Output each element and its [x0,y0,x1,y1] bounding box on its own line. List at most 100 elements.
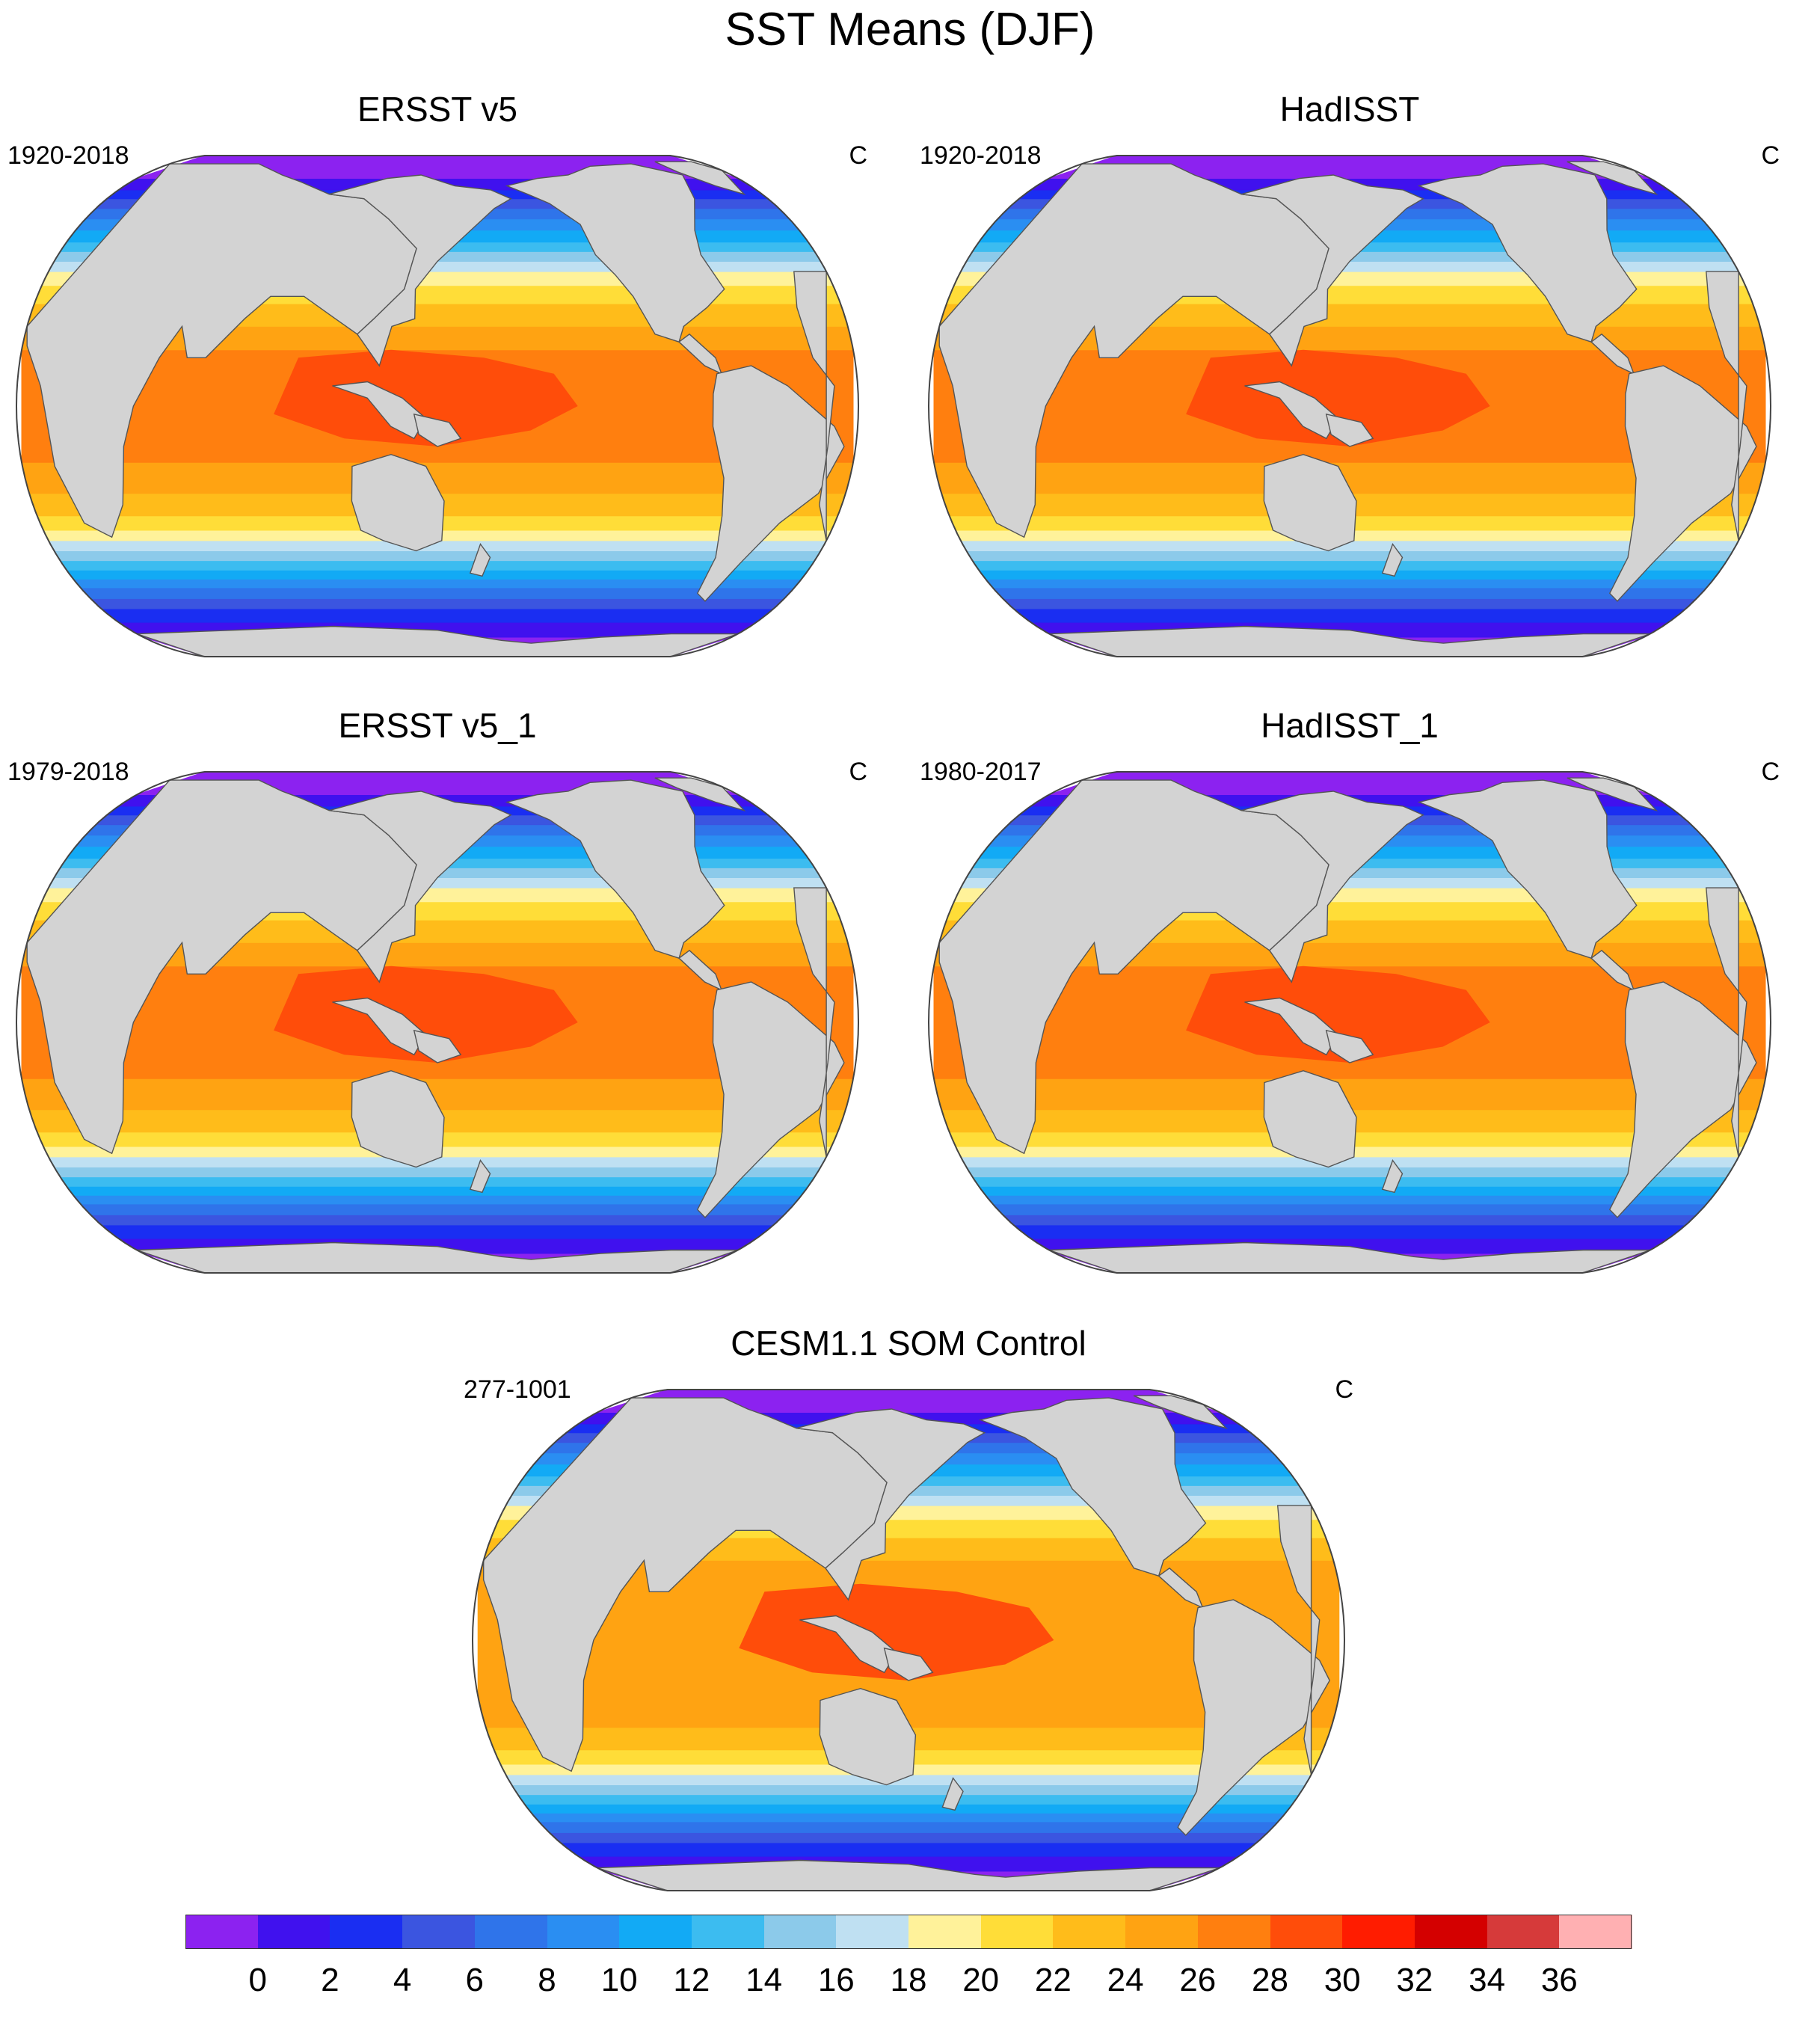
sst-band [79,587,796,599]
panel-hadisst: HadISST 1920-2018 C [920,88,1780,664]
sst-band [1012,608,1687,623]
map-outline [927,771,1772,1274]
colorbar-swatch [1414,1915,1488,1949]
panel-period: 1920-2018 [7,141,129,170]
warm-pool [274,966,578,1063]
panel-units: C [849,758,867,786]
land-mass [1325,1029,1374,1063]
sst-map [471,1389,1346,1891]
colorbar-tick-label: 32 [1396,1962,1433,1998]
colorbar-swatch [330,1915,403,1949]
sst-band [517,1794,1300,1805]
sst-band [1012,1224,1687,1239]
sst-band [965,1167,1734,1178]
sst-band [89,1214,786,1226]
colorbar-frame [185,1915,1632,1949]
sst-band [992,587,1708,599]
land-mass [1241,791,1424,983]
sst-band [59,1176,816,1187]
panel-units: C [1335,1375,1353,1404]
sst-band [59,560,816,571]
land-mass [505,163,725,343]
colorbar-tick-label: 14 [745,1962,783,1998]
colorbar-swatch [257,1915,331,1949]
land-mass [1608,365,1757,602]
land-mass [1241,174,1424,367]
panel-cesm-som-control: CESM1.1 SOM Control 277-1001 C [464,1322,1353,1898]
sst-band [984,1194,1715,1205]
sst-band [100,1224,775,1239]
colorbar-tick-label: 24 [1107,1962,1144,1998]
panel-period: 1980-2017 [920,758,1042,786]
land-mass [329,791,512,983]
land-mass [678,949,723,992]
sst-band [53,1167,822,1178]
colorbar-swatch [474,1915,548,1949]
land-mass [1048,1241,1651,1273]
colorbar-labels: 0 2 4 6 8 10 12 14 16 18 20 22 24 26 28 30 32 34 36 [185,1959,1632,2004]
colorbar-swatch [763,1915,837,1949]
sst-band [511,1784,1306,1796]
warm-pool [1186,966,1490,1063]
map-outline [927,155,1772,657]
land-mass [1608,981,1757,1218]
sst-band [1001,598,1698,610]
colorbar-swatch [1342,1915,1415,1949]
land-mass [1325,413,1374,447]
sst-band [971,560,1728,571]
sst-band [89,598,786,610]
colorbar-tick-label: 6 [465,1962,485,1998]
land-mass [351,453,445,552]
colorbar-swatch [619,1915,692,1949]
sst-map [927,155,1772,657]
land-mass [678,333,723,375]
colorbar-tick-label: 10 [600,1962,638,1998]
map-outline [15,155,860,657]
land-mass [654,161,746,196]
colorbar-tick-label: 20 [962,1962,1000,1998]
land-mass [505,779,725,960]
panel-units: C [1761,141,1780,170]
colorbar-tick-label: 8 [538,1962,556,1998]
sst-band [523,1803,1294,1814]
warm-pool [1186,349,1490,446]
land-mass [1590,949,1635,992]
land-mass [1133,1395,1229,1430]
colorbar-swatch [1270,1915,1343,1949]
land-mass [1567,161,1658,196]
colorbar-tick-label: 16 [817,1962,855,1998]
warm-pool [274,349,578,446]
colorbar-tick-label: 36 [1540,1962,1578,1998]
panel-units: C [1761,758,1780,786]
colorbar-tick-label: 34 [1469,1962,1506,1998]
land-mass [793,887,835,1158]
sst-band [53,550,822,562]
sst-band [965,550,1734,562]
sst-map [927,771,1772,1274]
land-mass [819,1687,917,1786]
colorbar-swatch [547,1915,620,1949]
sst-band [66,1185,809,1196]
land-mass [469,1159,491,1194]
panel-period: 1979-2018 [7,758,129,786]
map-outline [471,1389,1346,1891]
land-mass [469,543,491,577]
sst-band [530,1812,1287,1823]
land-mass [1417,779,1638,960]
land-mass [1381,543,1404,577]
colorbar-tick-label: 12 [673,1962,710,1998]
land-mass [136,1241,739,1273]
colorbar-tick-label: 18 [890,1962,927,1998]
land-mass [1158,1567,1204,1609]
land-mass [1567,777,1658,812]
warm-pool [739,1583,1054,1680]
sst-band [971,1176,1728,1187]
sst-map [15,771,860,1274]
sst-band [978,569,1721,580]
colorbar-tick-label: 4 [393,1962,412,1998]
colorbar-tick-label: 22 [1034,1962,1072,1998]
land-mass [413,1029,462,1063]
sst-band [100,608,775,623]
land-mass [1048,625,1651,657]
colorbar [185,1915,1632,1949]
